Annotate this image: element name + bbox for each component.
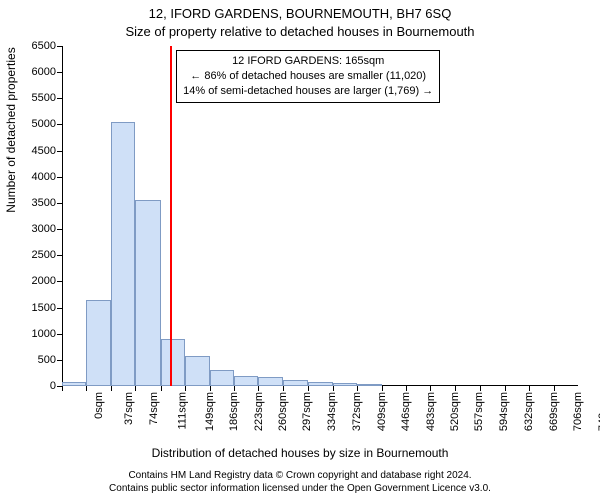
- x-tick-mark: [86, 386, 87, 391]
- x-tick-label: 520sqm: [449, 392, 461, 431]
- chart-title-line1: 12, IFORD GARDENS, BOURNEMOUTH, BH7 6SQ: [0, 6, 600, 21]
- x-tick-label: 260sqm: [277, 392, 289, 431]
- x-tick-label: 334sqm: [326, 392, 338, 431]
- x-tick-mark: [529, 386, 530, 391]
- x-tick-label: 111sqm: [177, 392, 189, 430]
- histogram-bar: [62, 382, 86, 386]
- x-tick-mark: [234, 386, 235, 391]
- x-tick-mark: [406, 386, 407, 391]
- histogram-bar: [308, 382, 332, 386]
- x-tick-label: 74sqm: [148, 392, 160, 425]
- annotation-line: 14% of semi-detached houses are larger (…: [183, 84, 433, 99]
- y-tick-mark: [57, 281, 62, 282]
- footer-line2: Contains public sector information licen…: [0, 483, 600, 496]
- x-tick-mark: [554, 386, 555, 391]
- histogram-bar: [111, 122, 135, 386]
- x-tick-label: 186sqm: [228, 392, 240, 431]
- y-tick-mark: [57, 151, 62, 152]
- y-tick-mark: [57, 177, 62, 178]
- y-tick-mark: [57, 98, 62, 99]
- footer-text: Contains HM Land Registry data © Crown c…: [0, 470, 600, 495]
- x-tick-mark: [258, 386, 259, 391]
- annotation-box: 12 IFORD GARDENS: 165sqm← 86% of detache…: [176, 50, 440, 103]
- x-tick-label: 446sqm: [400, 392, 412, 431]
- histogram-bar: [210, 370, 234, 386]
- x-tick-mark: [382, 386, 383, 391]
- x-tick-label: 149sqm: [204, 392, 216, 431]
- reference-line: [170, 46, 172, 386]
- y-axis-line: [62, 46, 63, 386]
- histogram-bar: [135, 200, 160, 386]
- x-tick-mark: [161, 386, 162, 391]
- x-tick-label: 669sqm: [548, 392, 560, 431]
- x-tick-mark: [308, 386, 309, 391]
- y-tick-mark: [57, 255, 62, 256]
- y-tick-mark: [57, 360, 62, 361]
- x-tick-label: 594sqm: [498, 392, 510, 431]
- histogram-bar: [333, 383, 357, 386]
- x-tick-mark: [210, 386, 211, 391]
- x-tick-mark: [111, 386, 112, 391]
- y-tick-mark: [57, 124, 62, 125]
- y-tick-mark: [57, 229, 62, 230]
- histogram-bar: [234, 376, 258, 386]
- chart-title-line2: Size of property relative to detached ho…: [0, 24, 600, 39]
- x-tick-label: 37sqm: [124, 392, 136, 425]
- x-tick-label: 372sqm: [351, 392, 363, 431]
- x-tick-mark: [455, 386, 456, 391]
- x-tick-mark: [333, 386, 334, 391]
- x-tick-mark: [357, 386, 358, 391]
- x-tick-label: 632sqm: [523, 392, 535, 431]
- x-tick-label: 297sqm: [302, 392, 314, 431]
- x-tick-mark: [480, 386, 481, 391]
- histogram-bar: [185, 356, 209, 386]
- x-tick-label: 409sqm: [376, 392, 388, 431]
- x-tick-mark: [505, 386, 506, 391]
- x-tick-mark: [135, 386, 136, 391]
- plot-area: 0500100015002000250030003500400045005000…: [62, 46, 578, 386]
- histogram-bar: [161, 339, 185, 386]
- x-tick-label: 706sqm: [572, 392, 584, 431]
- x-tick-label: 743sqm: [597, 392, 600, 431]
- annotation-line: 12 IFORD GARDENS: 165sqm: [183, 54, 433, 69]
- x-tick-mark: [185, 386, 186, 391]
- histogram-bar: [86, 300, 110, 386]
- histogram-bar: [357, 384, 381, 386]
- x-tick-label: 223sqm: [253, 392, 265, 431]
- x-tick-mark: [430, 386, 431, 391]
- chart-container: 12, IFORD GARDENS, BOURNEMOUTH, BH7 6SQ …: [0, 0, 600, 500]
- y-tick-mark: [57, 308, 62, 309]
- y-tick-mark: [57, 334, 62, 335]
- x-tick-mark: [283, 386, 284, 391]
- x-tick-label: 0sqm: [93, 392, 105, 419]
- y-tick-mark: [57, 72, 62, 73]
- y-tick-mark: [57, 203, 62, 204]
- histogram-bar: [283, 380, 308, 386]
- histogram-bar: [258, 377, 282, 386]
- x-axis-label: Distribution of detached houses by size …: [0, 446, 600, 460]
- x-tick-mark: [62, 386, 63, 391]
- footer-line1: Contains HM Land Registry data © Crown c…: [0, 470, 600, 483]
- y-axis-label: Number of detached properties: [4, 0, 18, 380]
- annotation-line: ← 86% of detached houses are smaller (11…: [183, 69, 433, 84]
- x-tick-label: 483sqm: [425, 392, 437, 431]
- x-tick-label: 557sqm: [474, 392, 486, 431]
- y-tick-mark: [57, 46, 62, 47]
